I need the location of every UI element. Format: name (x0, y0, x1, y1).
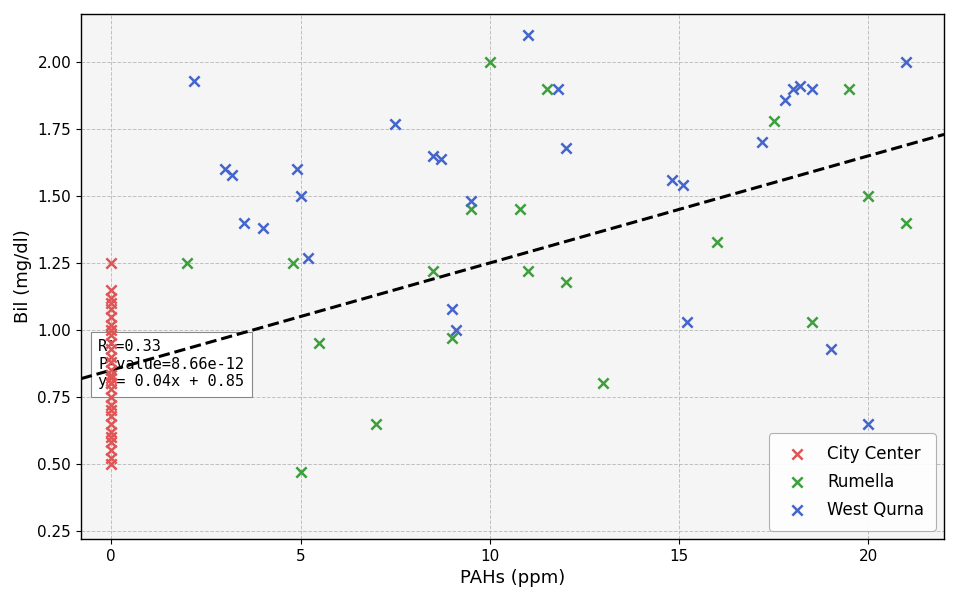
West Qurna (433, 154, 448, 163)
West Qurna (899, 57, 914, 67)
City Center (103, 438, 119, 447)
Legend: City Center, Rumella, West Qurna: City Center, Rumella, West Qurna (768, 433, 936, 531)
City Center (103, 320, 119, 329)
West Qurna (464, 197, 479, 206)
City Center (103, 352, 119, 362)
West Qurna (558, 143, 573, 153)
West Qurna (301, 253, 316, 263)
West Qurna (445, 304, 460, 313)
Rumella (482, 57, 497, 67)
West Qurna (550, 84, 565, 94)
West Qurna (755, 138, 770, 147)
City Center (103, 365, 119, 375)
West Qurna (679, 317, 695, 327)
Rumella (766, 116, 782, 126)
Rumella (425, 266, 441, 276)
West Qurna (448, 325, 464, 335)
City Center (103, 459, 119, 469)
City Center (103, 285, 119, 294)
Rumella (596, 379, 611, 388)
West Qurna (520, 31, 536, 40)
Rumella (445, 333, 460, 343)
Rumella (804, 317, 819, 327)
City Center (103, 298, 119, 308)
West Qurna (387, 119, 402, 129)
City Center (103, 312, 119, 322)
City Center (103, 293, 119, 302)
Rumella (369, 419, 384, 429)
Rumella (899, 218, 914, 228)
Text: R²=0.33
P-value=8.66e-12
y = 0.04x + 0.85: R²=0.33 P-value=8.66e-12 y = 0.04x + 0.8… (98, 340, 244, 389)
West Qurna (293, 191, 308, 201)
City Center (103, 371, 119, 380)
West Qurna (675, 180, 691, 190)
City Center (103, 379, 119, 388)
Rumella (513, 204, 528, 214)
Rumella (520, 266, 536, 276)
City Center (103, 304, 119, 313)
City Center (103, 419, 119, 429)
West Qurna (289, 165, 305, 174)
City Center (103, 406, 119, 415)
City Center (103, 344, 119, 353)
City Center (103, 357, 119, 367)
City Center (103, 427, 119, 436)
Rumella (311, 338, 327, 348)
X-axis label: PAHs (ppm): PAHs (ppm) (460, 569, 565, 587)
City Center (103, 338, 119, 348)
Y-axis label: Bil (mg/dl): Bil (mg/dl) (13, 230, 32, 323)
City Center (103, 384, 119, 394)
West Qurna (792, 81, 808, 91)
Rumella (709, 237, 724, 246)
West Qurna (217, 165, 233, 174)
City Center (103, 325, 119, 335)
Rumella (842, 84, 857, 94)
City Center (103, 392, 119, 401)
West Qurna (236, 218, 251, 228)
West Qurna (664, 175, 679, 185)
City Center (103, 373, 119, 383)
West Qurna (255, 224, 270, 233)
City Center (103, 446, 119, 456)
Rumella (558, 277, 573, 287)
West Qurna (804, 84, 819, 94)
Rumella (179, 258, 194, 268)
City Center (103, 379, 119, 388)
City Center (103, 411, 119, 421)
City Center (103, 258, 119, 268)
West Qurna (823, 344, 838, 353)
Rumella (464, 204, 479, 214)
West Qurna (785, 84, 800, 94)
West Qurna (425, 151, 441, 160)
West Qurna (860, 419, 876, 429)
Rumella (285, 258, 301, 268)
West Qurna (187, 76, 202, 86)
Rumella (293, 467, 308, 477)
City Center (103, 432, 119, 442)
West Qurna (778, 95, 793, 105)
Rumella (860, 191, 876, 201)
West Qurna (225, 169, 240, 179)
City Center (103, 454, 119, 463)
City Center (103, 331, 119, 340)
City Center (103, 400, 119, 410)
Rumella (539, 84, 555, 94)
